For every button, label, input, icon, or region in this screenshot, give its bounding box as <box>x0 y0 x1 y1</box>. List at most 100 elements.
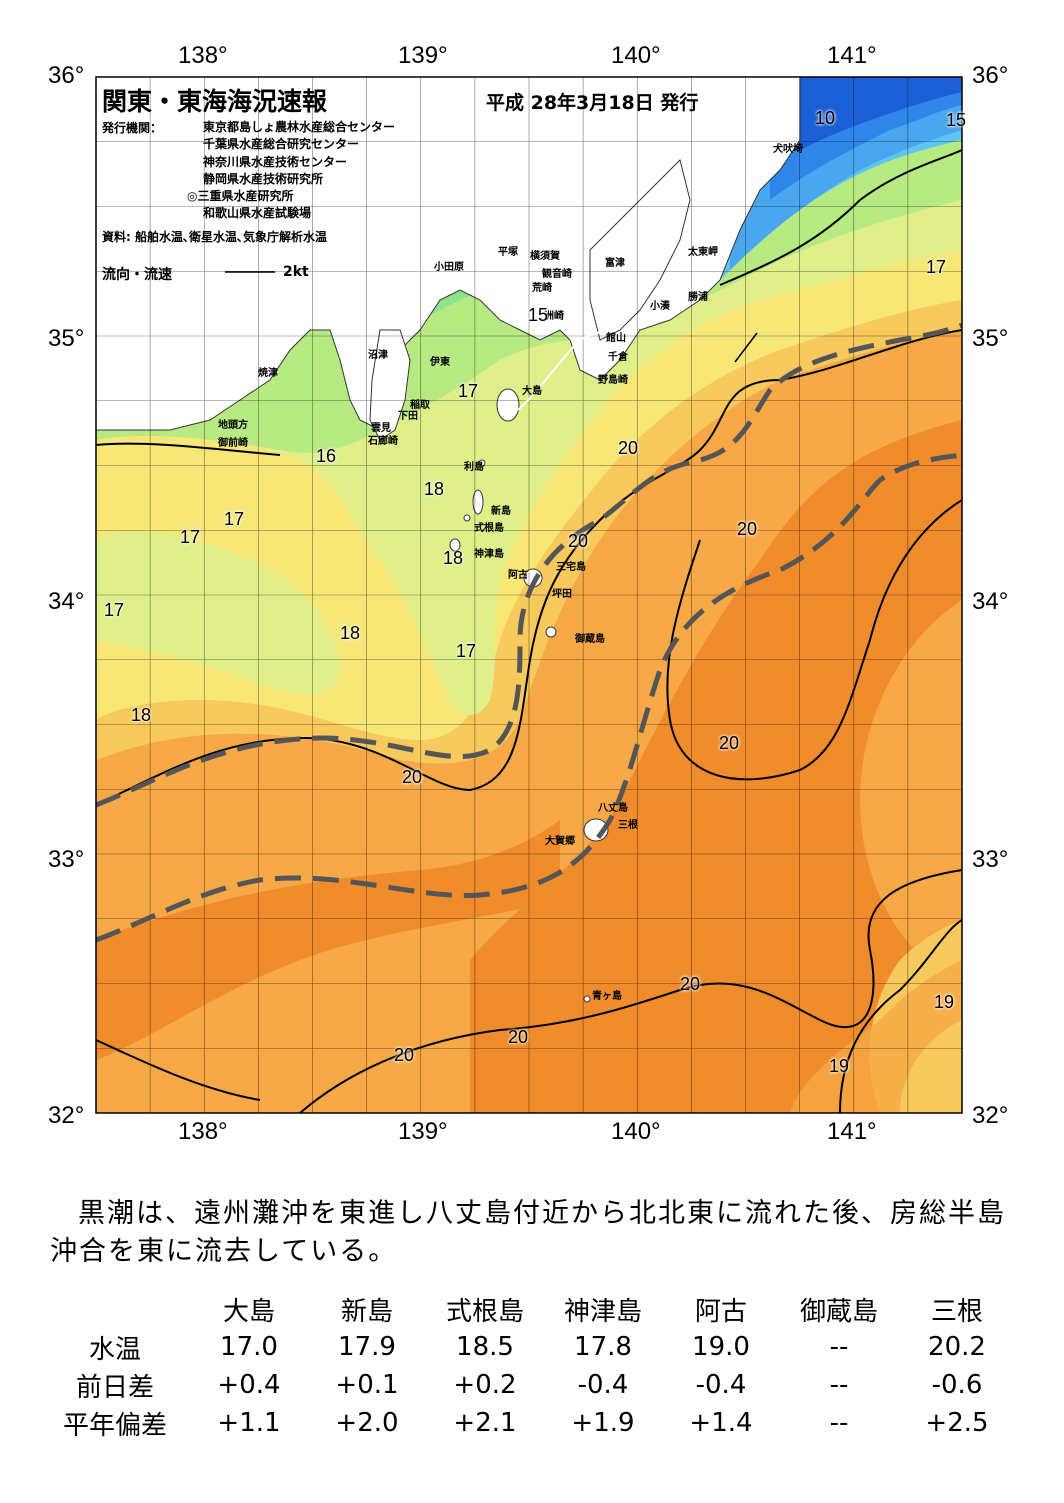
table-cell: 18.5 <box>456 1332 514 1362</box>
table-cell: 20.2 <box>928 1332 986 1362</box>
kuroshio-axes <box>96 322 962 943</box>
place-numazu: 沼津 <box>368 350 388 361</box>
column-header: 大島 <box>222 1296 275 1327</box>
table-cell: -0.4 <box>577 1370 629 1400</box>
flow-legend-label: 流向・流速 <box>102 267 172 283</box>
publisher-item: 和歌山県水産試験場 <box>203 206 312 221</box>
table-cell: +0.1 <box>335 1370 399 1400</box>
column-header: 阿古 <box>694 1296 747 1327</box>
isotherm-label: 20 <box>402 767 423 787</box>
publisher-item: ◎三重県水産研究所 <box>187 189 294 204</box>
table-cell: 17.9 <box>338 1332 396 1362</box>
header-empty <box>40 1290 190 1328</box>
place-taitomisaki: 太東岬 <box>688 247 718 258</box>
place-inubozaki: 犬吠埼 <box>773 144 803 155</box>
place-kumomi: 雲見 <box>371 423 391 434</box>
isotherm-label: 19 <box>934 992 955 1012</box>
table-cell: -- <box>829 1408 849 1438</box>
row-label: 平年偏差 <box>62 1410 167 1441</box>
isotherm-label: 17 <box>926 257 947 277</box>
table-row: 水温 17.0 17.9 18.5 17.8 19.0 -- 20.2 <box>40 1328 1016 1366</box>
kuroshio-commentary: 黒潮は、遠州灘沖を東進し八丈島付近から北北東に流れた後、房総半島沖合を東に流去し… <box>50 1195 1010 1271</box>
place-jitogata: 地頭方 <box>218 420 248 431</box>
table-cell: 17.0 <box>220 1332 278 1362</box>
island-niijima <box>472 489 484 515</box>
table-cell: +0.2 <box>453 1370 517 1400</box>
place-niijima: 新島 <box>491 506 511 517</box>
place-kozushima: 神津島 <box>474 549 504 560</box>
lon-label-139-top: 139° <box>398 42 448 69</box>
island-shikinejima <box>463 514 471 522</box>
lat-label-34-left: 34° <box>48 588 85 615</box>
isotherm-label: 20 <box>719 733 740 753</box>
isotherm-16-g <box>96 442 281 456</box>
report-date: 平成 28年3月18日 発行 <box>486 92 699 114</box>
table-cell: -0.6 <box>931 1370 983 1400</box>
table-cell: +1.4 <box>689 1408 753 1438</box>
lat-label-33-left: 33° <box>48 846 85 873</box>
lat-label-35-right: 35° <box>972 325 1009 352</box>
isotherm-20-a <box>96 329 962 806</box>
lon-label-140-bottom: 140° <box>611 1118 661 1145</box>
lon-label-138-bottom: 138° <box>178 1118 228 1145</box>
place-chikura: 千倉 <box>608 352 628 363</box>
place-arasaki: 荒崎 <box>532 283 552 294</box>
lon-label-141-top: 141° <box>827 42 877 69</box>
table-cell: +2.5 <box>925 1408 989 1438</box>
flow-arrow-1 <box>734 332 758 363</box>
isotherm-label: 20 <box>680 974 701 994</box>
row-label: 前日差 <box>75 1372 154 1403</box>
report-title: 関東・東海海況速報 <box>102 87 328 116</box>
sst-zone-17-west <box>96 531 341 694</box>
place-irozaki: 石廊崎 <box>368 436 398 447</box>
isotherm-label: 17 <box>456 641 477 661</box>
table-cell: -- <box>829 1370 849 1400</box>
sst-zone-20-se <box>790 960 962 1113</box>
isotherm-19-e <box>839 919 962 1113</box>
isotherm-label: 17 <box>180 527 201 547</box>
commentary-text: 黒潮は、遠州灘沖を東進し八丈島付近から北北東に流れた後、房総半島沖合を東に流去し… <box>50 1198 1006 1267</box>
isotherm-label: 17 <box>458 381 479 401</box>
sst-zone-21 <box>470 420 962 1113</box>
observation-table: 大島 新島 式根島 神津島 阿古 御蔵島 三根 水温 17.0 17.9 18.… <box>40 1290 1016 1442</box>
publisher-label: 発行機関： <box>102 121 163 135</box>
place-omaezaki: 御前崎 <box>218 438 248 449</box>
isotherm-label: 10 <box>815 108 836 128</box>
table-cell: +1.1 <box>217 1408 281 1438</box>
lon-label-140-top: 140° <box>611 42 661 69</box>
lat-label-32-left: 32° <box>48 1102 85 1129</box>
isotherm-label: 18 <box>340 623 361 643</box>
lat-label-35-left: 35° <box>48 325 85 352</box>
data-sources: 資料: 船舶水温､衛星水温､気象庁解析水温 <box>102 230 327 244</box>
land-izu <box>369 329 411 441</box>
publisher-item: 千葉県水産総合研究センター <box>203 137 360 152</box>
isotherm-label: 20 <box>508 1027 529 1047</box>
table-row: 前日差 +0.4 +0.1 +0.2 -0.4 -0.4 -- -0.6 <box>40 1366 1016 1404</box>
place-katsuura: 勝浦 <box>688 292 708 303</box>
place-mitsune: 三根 <box>618 820 638 831</box>
table-cell: +2.1 <box>453 1408 517 1438</box>
place-miyakejima: 三宅島 <box>556 562 586 573</box>
island-aogashima <box>583 995 591 1003</box>
sea-temperature-map <box>95 76 963 1114</box>
isotherm-20-c <box>96 1039 261 1101</box>
lat-label-36-right: 36° <box>972 62 1009 89</box>
place-ito: 伊東 <box>430 357 450 368</box>
map-frame <box>95 76 963 1114</box>
row-label: 水温 <box>88 1334 141 1365</box>
lat-label-34-right: 34° <box>972 588 1009 615</box>
isotherm-lines <box>96 149 962 1113</box>
land-boso <box>589 159 691 341</box>
lon-label-138-top: 138° <box>178 42 228 69</box>
table-cell: -- <box>829 1332 849 1362</box>
lon-label-139-bottom: 139° <box>398 1118 448 1145</box>
isotherm-label: 17 <box>224 509 245 529</box>
isotherm-label: 18 <box>131 705 152 725</box>
island-mikurajima <box>545 626 557 638</box>
table-cell: +2.0 <box>335 1408 399 1438</box>
table-cell: +1.9 <box>571 1408 635 1438</box>
flow-scale-label: 2kt <box>283 264 309 280</box>
place-yaizu: 焼津 <box>258 368 278 379</box>
column-header: 御蔵島 <box>799 1296 878 1327</box>
place-oshima: 大島 <box>522 386 542 397</box>
